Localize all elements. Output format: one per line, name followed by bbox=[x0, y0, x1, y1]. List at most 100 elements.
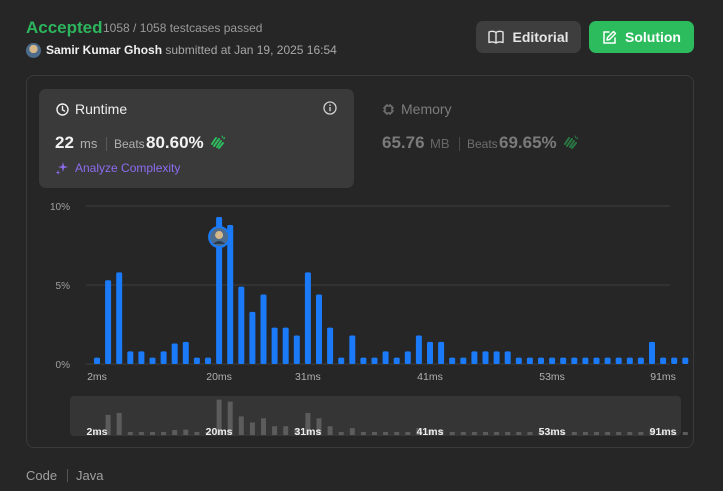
overview-bar bbox=[272, 426, 278, 435]
runtime-bar[interactable] bbox=[582, 357, 589, 364]
runtime-bar[interactable] bbox=[127, 351, 134, 364]
solution-label: Solution bbox=[625, 29, 681, 45]
runtime-bar[interactable] bbox=[504, 351, 511, 364]
runtime-bar[interactable] bbox=[171, 343, 178, 364]
code-language[interactable]: Java bbox=[76, 468, 104, 483]
runtime-beats-label: Beats bbox=[114, 137, 145, 151]
overview-bar bbox=[94, 432, 100, 435]
runtime-bar[interactable] bbox=[94, 357, 100, 364]
overview-bar bbox=[227, 401, 233, 435]
runtime-bar[interactable] bbox=[560, 357, 567, 364]
runtime-bar[interactable] bbox=[371, 357, 378, 364]
overview-bar bbox=[194, 432, 200, 435]
runtime-bar[interactable] bbox=[549, 357, 556, 364]
overview-bar bbox=[671, 432, 677, 435]
runtime-bar[interactable] bbox=[360, 357, 367, 364]
runtime-bar[interactable] bbox=[382, 351, 389, 364]
info-icon[interactable] bbox=[323, 101, 337, 115]
runtime-bar[interactable] bbox=[193, 357, 200, 364]
edit-icon bbox=[603, 30, 617, 44]
runtime-bar[interactable] bbox=[149, 357, 156, 364]
runtime-bar[interactable] bbox=[205, 357, 211, 364]
runtime-bar[interactable] bbox=[238, 286, 245, 364]
runtime-bar[interactable] bbox=[271, 327, 278, 364]
runtime-panel[interactable] bbox=[39, 89, 354, 188]
runtime-bar[interactable] bbox=[316, 294, 322, 364]
runtime-bar[interactable] bbox=[538, 357, 544, 364]
runtime-bar[interactable] bbox=[427, 341, 433, 364]
sparkle-icon bbox=[55, 162, 68, 175]
runtime-unit: ms bbox=[80, 136, 98, 151]
memory-header[interactable]: Memory bbox=[382, 101, 452, 117]
runtime-bar[interactable] bbox=[349, 335, 356, 364]
runtime-bar[interactable] bbox=[216, 217, 223, 364]
runtime-bar[interactable] bbox=[626, 357, 633, 364]
runtime-bar[interactable] bbox=[649, 341, 655, 364]
runtime-bar[interactable] bbox=[526, 357, 533, 364]
overview-bar bbox=[505, 431, 511, 435]
runtime-bar[interactable] bbox=[471, 351, 478, 364]
overview-bar bbox=[138, 431, 144, 435]
overview-bar bbox=[360, 432, 366, 435]
overview-bar bbox=[305, 412, 311, 435]
solution-button[interactable]: Solution bbox=[589, 21, 694, 53]
runtime-bar[interactable] bbox=[438, 341, 445, 364]
user-position-avatar[interactable] bbox=[208, 226, 231, 249]
runtime-bar[interactable] bbox=[338, 357, 345, 364]
runtime-bar[interactable] bbox=[393, 357, 400, 364]
overview-bar bbox=[349, 428, 355, 435]
overview-bar bbox=[549, 432, 555, 435]
runtime-bar[interactable] bbox=[260, 294, 267, 364]
runtime-bar[interactable] bbox=[460, 357, 467, 364]
result-card bbox=[26, 75, 694, 448]
avatar[interactable] bbox=[26, 43, 41, 58]
overview-bar bbox=[216, 399, 222, 435]
memory-beats-value: 69.65% bbox=[499, 133, 557, 152]
runtime-bar[interactable] bbox=[304, 272, 311, 364]
submitter-name[interactable]: Samir Kumar Ghosh bbox=[46, 43, 163, 57]
editorial-button[interactable]: Editorial bbox=[476, 21, 581, 53]
runtime-bar[interactable] bbox=[671, 357, 678, 364]
runtime-bar[interactable] bbox=[482, 351, 489, 364]
runtime-bar[interactable] bbox=[249, 311, 256, 364]
divider bbox=[459, 137, 460, 151]
runtime-bar[interactable] bbox=[449, 357, 456, 364]
runtime-bar[interactable] bbox=[160, 351, 167, 364]
runtime-bar[interactable] bbox=[604, 357, 611, 364]
overview-bar bbox=[127, 431, 133, 435]
runtime-bar[interactable] bbox=[682, 357, 689, 364]
y-tick-label: 0% bbox=[56, 360, 71, 371]
runtime-bar[interactable] bbox=[637, 357, 644, 364]
overview-scroller[interactable] bbox=[70, 396, 681, 436]
runtime-bar[interactable] bbox=[327, 327, 334, 364]
runtime-bar[interactable] bbox=[293, 335, 300, 364]
runtime-bar[interactable] bbox=[404, 351, 411, 364]
runtime-bar[interactable] bbox=[415, 335, 422, 364]
runtime-bar[interactable] bbox=[282, 327, 289, 364]
analyze-complexity-link[interactable]: Analyze Complexity bbox=[55, 161, 180, 175]
runtime-bar[interactable] bbox=[615, 357, 622, 364]
overview-bar bbox=[471, 431, 477, 435]
overview-bar bbox=[616, 432, 622, 435]
runtime-bar[interactable] bbox=[593, 357, 600, 364]
overview-bar bbox=[649, 429, 655, 435]
runtime-bar[interactable] bbox=[138, 351, 145, 364]
x-tick-label: 41ms bbox=[417, 371, 443, 383]
runtime-bar[interactable] bbox=[515, 357, 522, 364]
runtime-bar[interactable] bbox=[116, 272, 123, 364]
overview-bar bbox=[660, 432, 666, 435]
overview-bar bbox=[316, 418, 322, 435]
overview-bar bbox=[261, 418, 266, 435]
runtime-bar[interactable] bbox=[571, 357, 578, 364]
overview-bar bbox=[394, 432, 400, 435]
runtime-bar[interactable] bbox=[227, 224, 234, 364]
testcases-passed: 1058 / 1058 testcases passed bbox=[103, 21, 263, 35]
memory-unit: MB bbox=[430, 136, 450, 151]
runtime-bar[interactable] bbox=[493, 351, 500, 364]
runtime-bar[interactable] bbox=[105, 280, 112, 364]
overview-bar bbox=[405, 431, 411, 435]
runtime-bar[interactable] bbox=[660, 357, 667, 364]
overview-bar bbox=[294, 428, 300, 435]
runtime-bar[interactable] bbox=[182, 341, 189, 364]
memory-value: 65.76 bbox=[382, 133, 425, 152]
